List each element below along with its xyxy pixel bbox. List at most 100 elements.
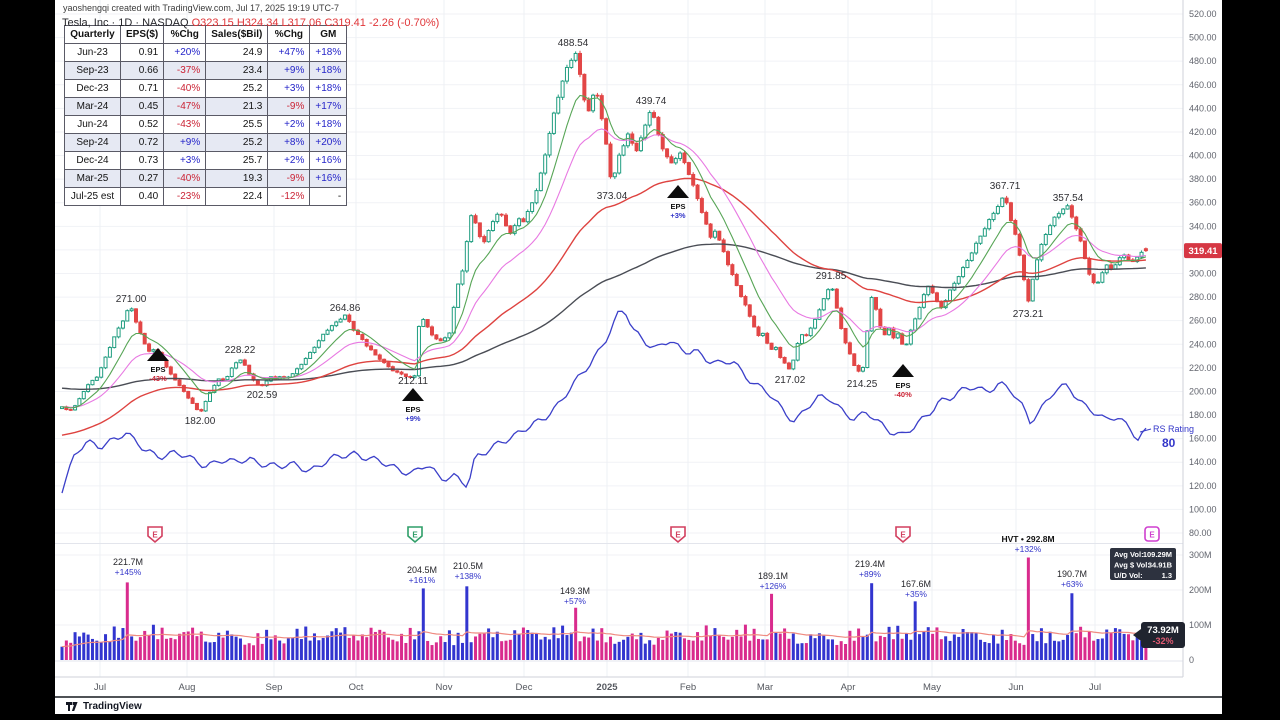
- svg-text:-40%: -40%: [894, 390, 912, 399]
- eps-table-row: Sep-24 0.72 +9% 25.2 +8% +20%: [64, 133, 348, 152]
- svg-text:500.00: 500.00: [1189, 33, 1217, 43]
- volume-info-box: Avg Vol: 109.29M Avg $ Vol:34.91B U/D Vol: 1…: [1110, 548, 1176, 580]
- svg-text:319.41: 319.41: [1188, 246, 1218, 257]
- svg-text:190.7M: 190.7M: [1057, 569, 1087, 579]
- eps-table-cell: Sep-24: [64, 133, 121, 152]
- eps-table-cell: +9%: [267, 61, 311, 80]
- svg-text:439.74: 439.74: [636, 96, 667, 107]
- eps-table-cell: +18%: [309, 61, 348, 80]
- svg-text:Feb: Feb: [680, 682, 696, 693]
- svg-text:220.00: 220.00: [1189, 363, 1217, 373]
- svg-text:167.6M: 167.6M: [901, 579, 931, 589]
- eps-table-row: Jun-23 0.91 +20% 24.9 +47% +18%: [64, 43, 348, 62]
- svg-text:+57%: +57%: [564, 596, 586, 606]
- svg-text:340.00: 340.00: [1189, 221, 1217, 231]
- eps-table-cell: -47%: [163, 97, 207, 116]
- svg-text:May: May: [923, 682, 941, 693]
- svg-text:180.00: 180.00: [1189, 410, 1217, 420]
- eps-table-cell: Jun-24: [64, 115, 121, 134]
- eps-table-row: Dec-24 0.73 +3% 25.7 +2% +16%: [64, 151, 348, 170]
- eps-table-cell: +16%: [309, 169, 348, 188]
- svg-text:E: E: [1149, 531, 1155, 540]
- svg-text:+132%: +132%: [1015, 544, 1042, 554]
- svg-text:219.4M: 219.4M: [855, 559, 885, 569]
- svg-text:291.85: 291.85: [816, 271, 847, 282]
- creator-note: yaoshengqi created with TradingView.com,…: [63, 3, 339, 13]
- axes[interactable]: 80.00 100.00 120.00 140.00 160.00 180.00 200.0…: [55, 0, 1222, 698]
- stock-chart-canvas[interactable]: 80.00 100.00 120.00 140.00 160.00 180.00 200.0…: [55, 0, 1222, 714]
- svg-text:273.21: 273.21: [1013, 309, 1044, 320]
- svg-text:460.00: 460.00: [1189, 80, 1217, 90]
- eps-table-cell: +9%: [163, 133, 207, 152]
- svg-text:Avg Vol:: Avg Vol:: [1114, 550, 1144, 559]
- eps-table-cell: 25.2: [205, 133, 269, 152]
- svg-text:440.00: 440.00: [1189, 103, 1217, 113]
- eps-table-cell: +18%: [309, 43, 348, 62]
- eps-table-cell: +20%: [309, 133, 348, 152]
- svg-text:+9%: +9%: [405, 414, 421, 423]
- svg-text:Mar: Mar: [757, 682, 773, 693]
- eps-table-cell: +18%: [309, 79, 348, 98]
- eps-table-row: Sep-23 0.66 -37% 23.4 +9% +18%: [64, 61, 348, 80]
- svg-text:E: E: [412, 531, 418, 540]
- chart-canvas-area: yaoshengqi created with TradingView.com,…: [55, 0, 1222, 714]
- svg-text:HVT • 292.8M: HVT • 292.8M: [1001, 534, 1054, 544]
- svg-text:360.00: 360.00: [1189, 198, 1217, 208]
- svg-text:189.1M: 189.1M: [758, 571, 788, 581]
- svg-text:420.00: 420.00: [1189, 127, 1217, 137]
- svg-text:-43%: -43%: [149, 374, 167, 383]
- eps-table-cell: 0.40: [119, 187, 165, 206]
- eps-table-cell: +20%: [163, 43, 207, 62]
- svg-text:100.00: 100.00: [1189, 504, 1217, 514]
- svg-text:200M: 200M: [1189, 585, 1212, 595]
- svg-text:Jul: Jul: [94, 682, 106, 693]
- svg-text:Aug: Aug: [179, 682, 196, 693]
- eps-table-cell: +16%: [309, 151, 348, 170]
- svg-text:Avg $ Vol:: Avg $ Vol:: [1114, 561, 1150, 570]
- eps-table-cell: 0.45: [119, 97, 165, 116]
- svg-text:Apr: Apr: [841, 682, 856, 693]
- ticker-line: Tesla, Inc · 1D · NASDAQ O323.15 H324.34…: [62, 17, 439, 29]
- svg-text:300.00: 300.00: [1189, 269, 1217, 279]
- eps-table-cell: Dec-24: [64, 151, 121, 170]
- svg-text:+161%: +161%: [409, 575, 436, 585]
- eps-table-cell: 0.71: [119, 79, 165, 98]
- svg-text:+126%: +126%: [760, 581, 787, 591]
- eps-table-cell: Mar-25: [64, 169, 121, 188]
- eps-table-row: Jul-25 est 0.40 -23% 22.4 -12% -: [64, 187, 348, 206]
- eps-table-cell: 22.4: [205, 187, 269, 206]
- svg-text:149.3M: 149.3M: [560, 586, 590, 596]
- svg-text:73.92M: 73.92M: [1147, 625, 1179, 636]
- svg-text:Jul: Jul: [1089, 682, 1101, 693]
- eps-table-cell: +17%: [309, 97, 348, 116]
- svg-text:100M: 100M: [1189, 620, 1212, 630]
- svg-text:280.00: 280.00: [1189, 292, 1217, 302]
- svg-text:140.00: 140.00: [1189, 457, 1217, 467]
- svg-text:520.00: 520.00: [1189, 9, 1217, 19]
- eps-table-row: Dec-23 0.71 -40% 25.2 +3% +18%: [64, 79, 348, 98]
- svg-text:182.00: 182.00: [185, 416, 216, 427]
- eps-table-cell: -37%: [163, 61, 207, 80]
- eps-table-cell: 21.3: [205, 97, 269, 116]
- svg-text:34.91B: 34.91B: [1148, 561, 1173, 570]
- svg-text:380.00: 380.00: [1189, 174, 1217, 184]
- eps-table-cell: -40%: [163, 79, 207, 98]
- eps-table-body: Jun-23 0.91 +20% 24.9 +47% +18% Sep-23 0.66 -37%…: [64, 43, 348, 206]
- svg-text:Dec: Dec: [516, 682, 533, 693]
- eps-table-cell: +8%: [267, 133, 311, 152]
- svg-text:2025: 2025: [596, 682, 618, 693]
- svg-text:204.5M: 204.5M: [407, 565, 437, 575]
- svg-text:+35%: +35%: [905, 589, 927, 599]
- ticker-symbol: Tesla, Inc: [62, 17, 109, 29]
- eps-table-cell: 0.27: [119, 169, 165, 188]
- eps-table-cell: +18%: [309, 115, 348, 134]
- eps-table-row: Mar-25 0.27 -40% 19.3 -9% +16%: [64, 169, 348, 188]
- svg-text:300M: 300M: [1189, 550, 1212, 560]
- svg-text:Oct: Oct: [349, 682, 364, 693]
- svg-text:480.00: 480.00: [1189, 56, 1217, 66]
- svg-text:+138%: +138%: [455, 571, 482, 581]
- eps-table-cell: -40%: [163, 169, 207, 188]
- eps-table-cell: +2%: [267, 115, 311, 134]
- eps-table-cell: -43%: [163, 115, 207, 134]
- eps-table-cell: -9%: [267, 97, 311, 116]
